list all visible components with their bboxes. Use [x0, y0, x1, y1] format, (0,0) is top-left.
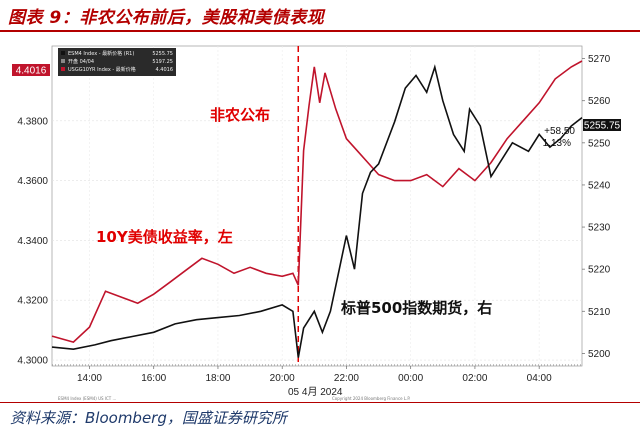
- last-yield-label-bg: [12, 64, 50, 76]
- legend-label: 开盘 04/04: [68, 58, 94, 65]
- legend: ESM4 Index - 最新价格 (R1) 5255.75 开盘 04/04 519…: [58, 48, 176, 76]
- y-right-tick-label: 5230: [588, 223, 611, 234]
- legend-value: 5255.75: [152, 51, 173, 57]
- x-tick-label: 16:00: [141, 373, 166, 384]
- futures-change-pct-label: 1.13%: [543, 138, 571, 149]
- y-left-tick-label: 4.3200: [17, 296, 48, 307]
- grid: [52, 46, 582, 366]
- footer-rule: [0, 402, 640, 403]
- y-left-tick-label: 4.3000: [17, 356, 48, 367]
- y-right-axis: 5200 5210 5220 5230 5240 5250 5260 5270: [582, 54, 611, 360]
- legend-swatch: [61, 67, 65, 71]
- x-tick-label: 18:00: [205, 373, 230, 384]
- x-tick-label: 00:00: [398, 373, 423, 384]
- last-futures-label-bg: [583, 119, 621, 131]
- y-right-tick-label: 5210: [588, 307, 611, 318]
- x-tick-label: 14:00: [77, 373, 102, 384]
- bloomberg-footer-right: Copyright 2024 Bloomberg Finance L.P.: [332, 396, 410, 401]
- futures-change-label: +58.50: [544, 126, 575, 137]
- y-left-tick-label: 4.3800: [17, 116, 48, 127]
- release-annotation: 非农公布: [210, 106, 270, 124]
- x-axis: 14:00 16:00 18:00 20:00 22:00 00:00 02:00 04:00: [77, 366, 552, 384]
- y-right-tick-label: 5270: [588, 54, 611, 65]
- x-tick-label: 02:00: [462, 373, 487, 384]
- x-tick-label: 04:00: [527, 373, 552, 384]
- legend-label: ESM4 Index - 最新价格 (R1): [68, 50, 134, 57]
- y-right-tick-label: 5220: [588, 265, 611, 276]
- x-tick-label: 22:00: [334, 373, 359, 384]
- title-rule: [0, 30, 640, 32]
- source-note: 资料来源：Bloomberg，国盛证券研究所: [10, 409, 287, 427]
- last-yield-label: 4.4016: [16, 66, 47, 77]
- legend-swatch: [61, 51, 65, 55]
- y-right-tick-label: 5240: [588, 180, 611, 191]
- y-left-tick-label: 4.3600: [17, 176, 48, 187]
- legend-label: USGG10YR Index - 最新价格: [68, 66, 136, 73]
- x-tick-label: 20:00: [270, 373, 295, 384]
- bloomberg-footer-left: ESM4 Index (ESM4) US ICT ...: [58, 396, 116, 401]
- y-right-tick-label: 5200: [588, 349, 611, 360]
- legend-box: [58, 48, 176, 76]
- y-left-axis: 4.3000 4.3200 4.3400 4.3600 4.3800: [17, 116, 48, 366]
- x-date-label: 05 4月 2024: [288, 386, 343, 398]
- legend-value: 4.4016: [156, 67, 174, 73]
- bond-annotation: 10Y美债收益率，左: [96, 228, 233, 246]
- y-left-tick-label: 4.3400: [17, 236, 48, 247]
- treasury-10y-line: [51, 60, 583, 343]
- figure-title: 图表 9：非农公布前后，美股和美债表现: [8, 8, 325, 28]
- legend-value: 5197.25: [152, 59, 173, 65]
- sp500-futures-line: [51, 64, 583, 358]
- futures-annotation: 标普500指数期货，右: [340, 299, 492, 317]
- plot-area: [51, 45, 583, 367]
- last-futures-label: 5255.75: [584, 121, 621, 132]
- legend-swatch: [61, 59, 65, 63]
- y-right-tick-label: 5260: [588, 96, 611, 107]
- y-right-tick-label: 5250: [588, 138, 611, 149]
